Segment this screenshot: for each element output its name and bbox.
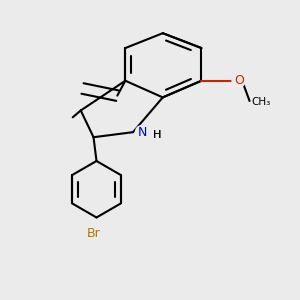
Circle shape [232,74,245,87]
Text: H: H [152,130,161,140]
Text: Br: Br [87,227,101,240]
Text: N: N [137,126,147,139]
Text: O: O [235,74,244,87]
Text: N: N [137,126,147,139]
Text: CH₃: CH₃ [251,98,270,107]
Circle shape [135,126,148,139]
Text: Br: Br [87,227,101,240]
Text: O: O [235,74,244,87]
Circle shape [88,220,105,238]
Text: H: H [152,130,161,140]
